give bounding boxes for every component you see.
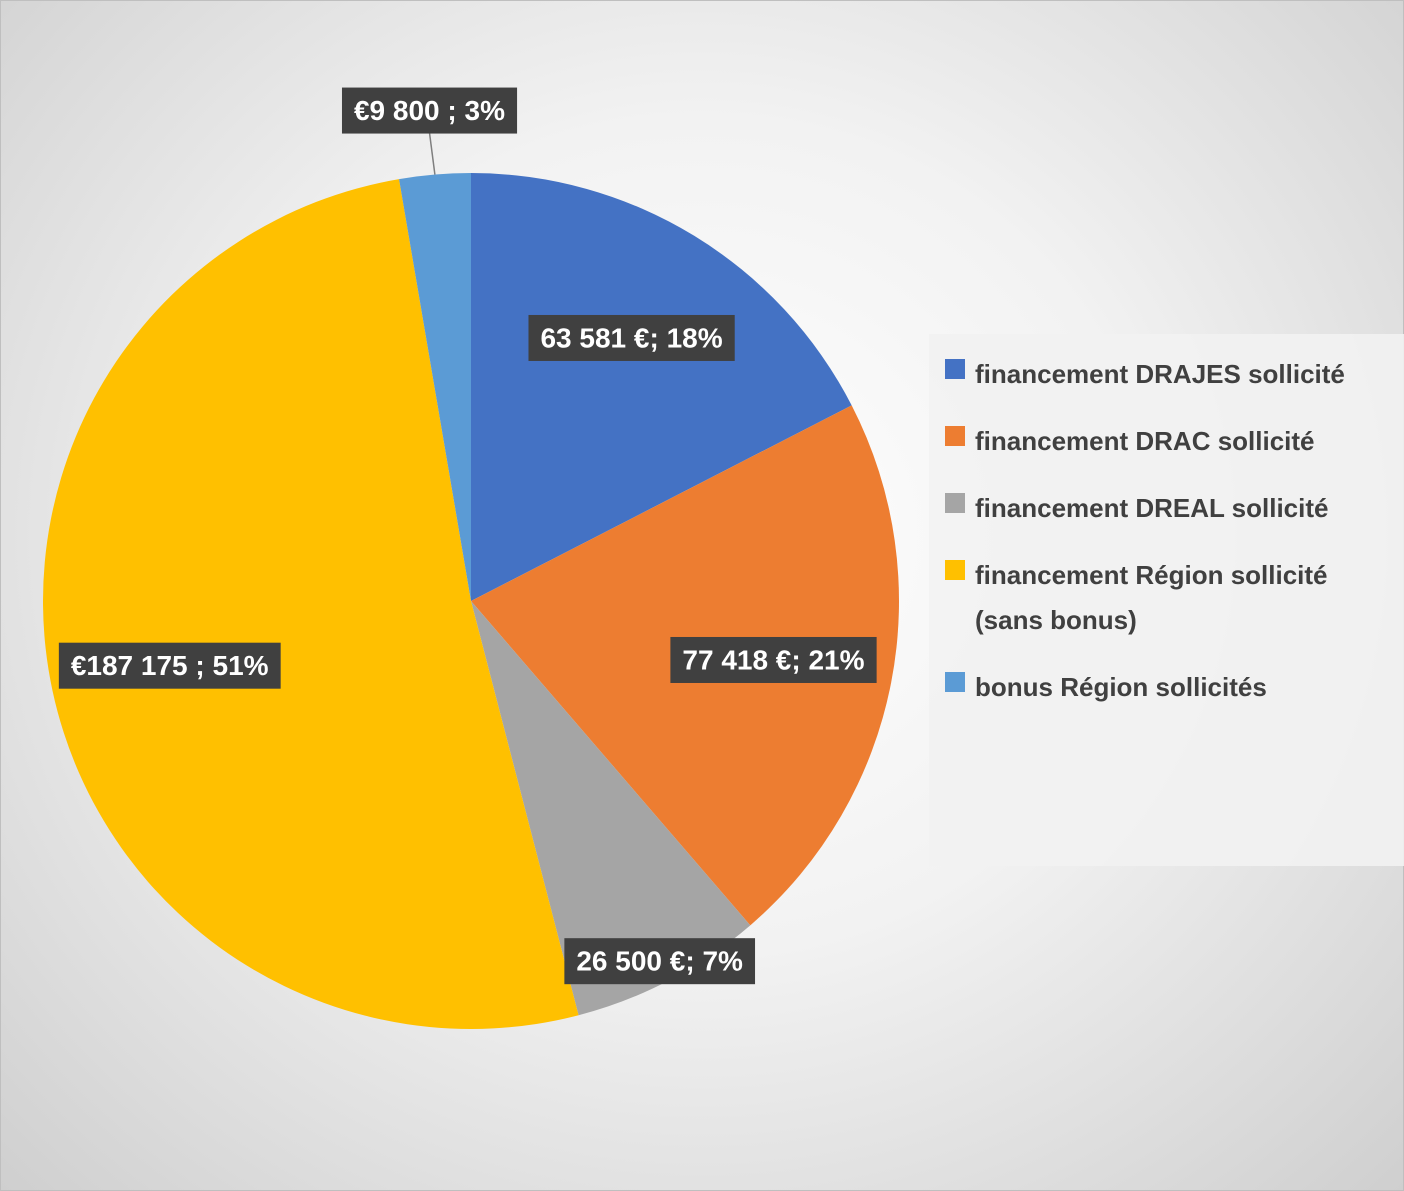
data-label: 63 581 €; 18% (540, 322, 722, 353)
data-label-group: 77 418 €; 21% (670, 636, 877, 683)
data-label-box (58, 642, 281, 689)
legend-label: financement DREAL sollicité (975, 493, 1329, 523)
data-label-group: €187 175 ; 51% (58, 642, 281, 689)
legend: financement DRAJES sollicité financement … (929, 334, 1404, 866)
pie-slice (471, 173, 852, 601)
legend-label: financement Région sollicité (sans bonus… (975, 560, 1328, 635)
data-label-box (528, 314, 735, 361)
legend-entry: financement Région sollicité (sans bonus… (945, 553, 1385, 643)
pie-slice (399, 173, 471, 601)
legend-swatch (945, 359, 965, 379)
legend-swatch (945, 493, 965, 513)
data-label-box (341, 87, 518, 134)
data-label: €9 800 ; 3% (354, 95, 505, 126)
legend-entry: financement DRAC sollicité (945, 419, 1385, 464)
pie-slice (471, 601, 751, 1016)
data-label-group: 63 581 €; 18% (528, 314, 735, 361)
data-label-box (670, 636, 877, 683)
data-label: €187 175 ; 51% (71, 650, 269, 681)
data-label-group: €9 800 ; 3% (341, 87, 518, 134)
legend-entry: financement DREAL sollicité (945, 486, 1385, 531)
data-label-group: 26 500 €; 7% (564, 938, 756, 985)
legend-label: financement DRAJES sollicité (975, 359, 1345, 389)
legend-label: bonus Région sollicités (975, 672, 1267, 702)
data-label: 77 418 €; 21% (682, 644, 864, 675)
leader-line (428, 132, 436, 175)
legend-entry: financement DRAJES sollicité (945, 352, 1385, 397)
legend-swatch (945, 426, 965, 446)
legend-swatch (945, 560, 965, 580)
data-label-box (564, 938, 756, 985)
data-label: 26 500 €; 7% (576, 946, 743, 977)
legend-label: financement DRAC sollicité (975, 426, 1315, 456)
legend-swatch (945, 672, 965, 692)
legend-entry: bonus Région sollicités (945, 665, 1385, 710)
pie-slice (42, 179, 579, 1030)
